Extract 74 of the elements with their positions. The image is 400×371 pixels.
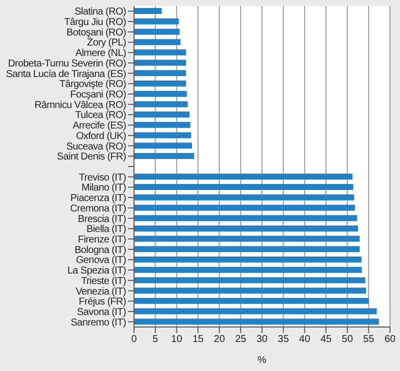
y-tick-label: Suceava (RO) xyxy=(66,141,126,152)
bar xyxy=(134,184,354,190)
y-tick-label: Târgu Jiu (RO) xyxy=(64,17,126,28)
y-tick-label: Savona (IT) xyxy=(77,306,126,318)
bar xyxy=(134,132,192,138)
bar xyxy=(134,49,186,56)
y-tick-label: Cremona (IT) xyxy=(70,203,126,214)
y-tick-label: Târgovişte (RO) xyxy=(59,79,126,90)
bar xyxy=(134,80,186,86)
bar xyxy=(134,194,354,200)
y-tick-label: Sanremo (IT) xyxy=(70,317,126,328)
bar xyxy=(134,277,366,284)
x-tick-label: 20 xyxy=(214,334,226,346)
y-tick-label: Arrecife (ES) xyxy=(72,120,126,132)
y-tick-label: Firenze (IT) xyxy=(78,234,126,246)
x-tick-label: 25 xyxy=(235,334,247,346)
y-tick-label: Santa Lucía de Tirajana (ES) xyxy=(6,68,126,80)
x-tick-label: 55 xyxy=(363,334,375,346)
bar xyxy=(134,246,360,252)
y-tick-label: Drobeta-Turnu Severin (RO) xyxy=(8,58,126,70)
y-tick-label: Genova (IT) xyxy=(76,255,126,266)
bar xyxy=(134,318,379,325)
y-tick-label: Tulcea (RO) xyxy=(75,110,126,122)
bar xyxy=(134,236,360,242)
bar xyxy=(134,174,352,180)
y-tick-label: Trieste (IT) xyxy=(81,276,126,287)
y-tick-label: Bologna (IT) xyxy=(74,244,126,256)
y-tick-label: Treviso (IT) xyxy=(78,172,126,184)
x-tick-label: 30 xyxy=(256,334,268,346)
x-tick-label: 40 xyxy=(299,334,311,346)
bar xyxy=(134,122,190,128)
bar xyxy=(134,28,180,35)
bar xyxy=(134,39,181,46)
bar xyxy=(134,142,192,149)
x-tick-label: 60 xyxy=(384,334,396,346)
x-tick-label: 15 xyxy=(192,334,204,346)
y-tick-label: Botoşani (RO) xyxy=(66,27,126,38)
x-tick-label: 0 xyxy=(131,334,138,346)
y-tick-label: Piacenza (IT) xyxy=(70,193,126,204)
bar xyxy=(134,90,187,97)
x-tick-label: 45 xyxy=(320,334,332,346)
y-tick-label: Oxford (UK) xyxy=(76,130,126,142)
x-tick-label: 10 xyxy=(171,334,183,346)
bar xyxy=(134,112,190,118)
y-tick-label: Slatina (RO) xyxy=(74,6,126,18)
bar xyxy=(134,266,362,273)
x-axis-title: % xyxy=(258,355,267,366)
bar xyxy=(134,101,188,108)
bar xyxy=(134,70,186,76)
y-tick-label: Saint Denis (FR) xyxy=(56,152,126,163)
y-tick-label: Milano (IT) xyxy=(82,182,126,194)
y-tick-label: Râmnicu Vâlcea (RO) xyxy=(34,100,126,111)
y-tick-label: Focşani (RO) xyxy=(70,90,126,101)
bar xyxy=(134,18,179,24)
bar xyxy=(134,204,356,211)
bar xyxy=(134,298,369,304)
y-tick-label: Fréjus (FR) xyxy=(78,296,126,308)
x-tick-label: 35 xyxy=(278,334,290,346)
bar xyxy=(134,215,358,222)
bar xyxy=(134,308,377,314)
y-tick-label: Venezia (IT) xyxy=(76,286,126,298)
y-tick-label: Almere (NL) xyxy=(75,48,126,60)
bar xyxy=(134,152,194,159)
y-tick-label: Biella (IT) xyxy=(86,224,126,236)
bar xyxy=(134,288,366,294)
bar xyxy=(134,60,186,66)
bar xyxy=(134,256,362,263)
bar xyxy=(134,225,358,232)
x-tick-label: 50 xyxy=(342,334,354,346)
y-tick-label: Żory (PL) xyxy=(87,36,126,49)
y-tick-label: Brescia (IT) xyxy=(78,214,126,225)
y-tick-label: La Spezia (IT) xyxy=(67,266,126,277)
bar xyxy=(134,8,162,14)
x-tick-label: 5 xyxy=(152,334,159,346)
